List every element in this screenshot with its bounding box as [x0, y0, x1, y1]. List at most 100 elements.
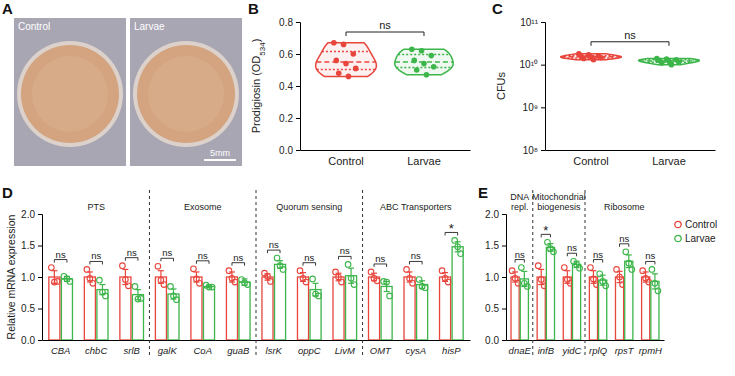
dish-rim	[133, 41, 239, 147]
tick-label: Control	[328, 155, 363, 167]
point	[126, 283, 132, 289]
error-bar-line	[173, 289, 174, 299]
tick: CBA	[51, 340, 71, 356]
tick: Control	[328, 150, 363, 167]
point	[300, 275, 306, 281]
tick-label: dnaE	[509, 345, 532, 356]
point	[409, 46, 415, 52]
point	[421, 61, 427, 67]
axis-line	[546, 150, 716, 151]
point	[97, 277, 103, 283]
point	[419, 48, 425, 54]
error-bar-cap	[348, 268, 354, 269]
significance-label: ns	[619, 233, 629, 244]
point	[509, 268, 515, 274]
tick-label: rpsT	[615, 345, 635, 356]
tick-label: 10¹⁰	[520, 59, 538, 70]
tick-label: 0.6	[279, 49, 293, 60]
tick-mark	[38, 214, 42, 215]
point	[171, 293, 177, 299]
plot-area	[561, 51, 700, 67]
significance-label: ns	[375, 253, 385, 264]
significance-label: ns	[645, 250, 655, 261]
plot-area	[49, 238, 464, 340]
plot-area	[509, 240, 660, 340]
bar	[310, 290, 321, 340]
error-bar-line	[654, 274, 655, 289]
tick-label: chbC	[85, 345, 107, 356]
bar	[226, 277, 237, 340]
tick-label: Larvae	[407, 155, 441, 167]
tick: 0.0	[279, 145, 300, 156]
tick-label: galK	[158, 345, 178, 356]
significance-label: ns	[127, 247, 137, 258]
bar	[369, 277, 380, 340]
significance-label: ns	[379, 19, 391, 31]
figure: AControlLarvae5mmB0.00.20.40.60.8Prodigi…	[0, 0, 735, 376]
group-separator	[585, 190, 586, 358]
tick-label: 10¹¹	[520, 17, 538, 28]
point	[404, 267, 410, 273]
point	[191, 266, 197, 272]
bar	[155, 277, 166, 340]
point	[197, 281, 203, 287]
point	[316, 293, 322, 299]
group-separator	[362, 190, 363, 358]
tick-label: CBA	[51, 345, 71, 356]
tick-label: 0.0	[21, 335, 35, 346]
photo-background	[14, 18, 126, 166]
point	[67, 279, 73, 285]
error-bar	[122, 269, 128, 284]
tick-label: 10⁸	[523, 145, 538, 156]
legend-label: Control	[685, 219, 717, 230]
tick: infB	[538, 340, 555, 356]
significance-bracket	[125, 258, 138, 261]
point	[581, 56, 587, 62]
point	[591, 276, 597, 282]
point	[439, 268, 445, 274]
tick: rpmH	[639, 340, 662, 356]
tick-label: infB	[538, 345, 555, 356]
group-label: Ribosome	[604, 202, 645, 212]
tick-label: 10⁹	[523, 102, 538, 113]
tick-label: 1.5	[485, 240, 499, 251]
dish-agar	[21, 45, 119, 143]
tick-label: rpmH	[639, 345, 662, 356]
bar	[191, 277, 202, 340]
point	[591, 57, 597, 63]
point	[626, 260, 632, 266]
axis-line	[296, 23, 301, 151]
tick: 10⁹	[523, 102, 545, 113]
tick-label: guaB	[227, 345, 250, 356]
quartile-line	[317, 69, 375, 71]
error-bar-line	[524, 271, 525, 286]
point	[617, 274, 623, 280]
tick-mark	[38, 340, 42, 341]
point	[614, 267, 620, 273]
group-label: ABC Transporters	[380, 202, 452, 212]
group-separator	[532, 190, 533, 358]
tick-label: 0.5	[485, 303, 499, 314]
bar	[203, 286, 214, 340]
group-label: DNArepl.	[510, 192, 529, 212]
tick-label: LivM	[335, 345, 355, 356]
significance-bracket	[567, 253, 576, 256]
tick-mark	[296, 118, 300, 119]
tick-mark	[541, 65, 545, 66]
error-bar	[626, 255, 632, 268]
point	[428, 53, 434, 59]
tick-mark	[541, 107, 545, 108]
tick: 0.6	[279, 49, 300, 60]
point	[336, 70, 342, 76]
tick: LivM	[335, 340, 355, 356]
photo-background	[130, 18, 242, 166]
legend: ControlLarvae	[675, 219, 717, 244]
quartile-line	[398, 54, 450, 56]
bar	[132, 295, 143, 340]
bar	[346, 276, 357, 340]
point	[424, 72, 430, 78]
point	[226, 268, 232, 274]
group-separator	[256, 190, 257, 358]
error-bar	[617, 271, 623, 282]
tick: galK	[158, 340, 178, 356]
